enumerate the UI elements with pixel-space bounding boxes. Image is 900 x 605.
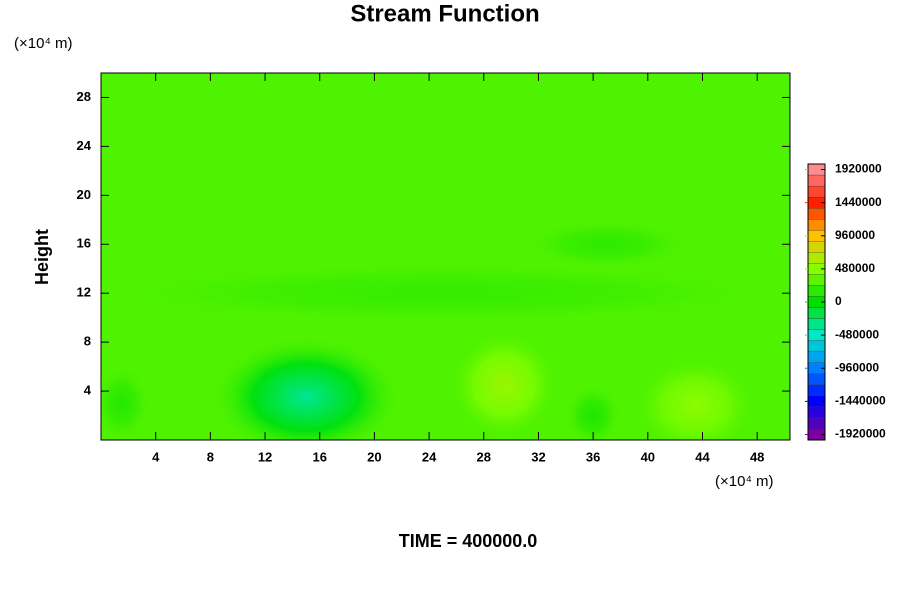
colorbar-band — [807, 174, 826, 187]
chart-title: Stream Function — [350, 0, 539, 27]
colorbar-band — [807, 340, 826, 352]
field — [101, 219, 790, 440]
colorbar-band — [807, 185, 826, 198]
y-tick-label: 8 — [84, 334, 91, 349]
field-feature — [449, 329, 559, 440]
y-tick-label: 28 — [77, 89, 91, 104]
x-tick-label: 28 — [477, 449, 491, 464]
x-tick-label: 24 — [422, 449, 437, 464]
y-unit-label: (×10⁴ m) — [14, 35, 73, 52]
colorbar-tick-label: -1920000 — [835, 427, 886, 441]
field-feature — [101, 366, 149, 440]
colorbar-band — [807, 208, 826, 220]
y-tick-label: 12 — [77, 285, 91, 300]
colorbar-tick-label: 960000 — [835, 228, 875, 242]
colorbar-band — [807, 417, 826, 430]
colorbar-band — [807, 351, 826, 363]
x-tick-label: 40 — [641, 449, 655, 464]
colorbar-band — [807, 406, 826, 419]
colorbar-band — [807, 219, 826, 231]
colorbar-band — [807, 384, 826, 396]
plot-frame — [100, 72, 791, 441]
colorbar-band — [807, 285, 826, 297]
colorbar-tick-label: 0 — [835, 294, 842, 308]
colorbar-tick-label: -960000 — [835, 360, 879, 374]
colorbar-band — [807, 307, 826, 319]
y-axis-label: Height — [32, 229, 52, 285]
x-tick-label: 8 — [207, 449, 214, 464]
field-feature — [101, 262, 790, 324]
colorbar-band — [807, 252, 826, 264]
field-feature — [210, 336, 402, 440]
footer: TIME = 400000.0 — [399, 531, 538, 551]
colorbar-tick-label: -1440000 — [835, 394, 886, 408]
colorbar-tick-label: 1920000 — [835, 162, 882, 176]
y-tick-label: 20 — [77, 187, 91, 202]
field-feature — [524, 219, 689, 269]
field-feature — [634, 356, 758, 440]
colorbar-tick-label: -480000 — [835, 327, 879, 341]
colorbar-band — [807, 373, 826, 385]
x-tick-label: 44 — [695, 449, 710, 464]
y-tick-label: 4 — [84, 383, 92, 398]
x-tick-label: 12 — [258, 449, 272, 464]
x-tick-label: 20 — [367, 449, 381, 464]
y-tick-label: 24 — [77, 138, 92, 153]
x-tick-label: 4 — [152, 449, 160, 464]
x-tick-label: 36 — [586, 449, 600, 464]
y-tick-label: 16 — [77, 236, 91, 251]
x-unit-label: (×10⁴ m) — [715, 473, 774, 490]
x-tick-label: 32 — [531, 449, 545, 464]
colorbar-band — [807, 318, 826, 330]
colorbar-band — [807, 241, 826, 253]
colorbar-tick-label: 1440000 — [835, 195, 882, 209]
colorbar-tick-label: 480000 — [835, 261, 875, 275]
x-tick-label: 48 — [750, 449, 764, 464]
x-tick-label: 16 — [312, 449, 326, 464]
colorbar-band — [807, 274, 826, 286]
field-feature — [565, 384, 621, 440]
